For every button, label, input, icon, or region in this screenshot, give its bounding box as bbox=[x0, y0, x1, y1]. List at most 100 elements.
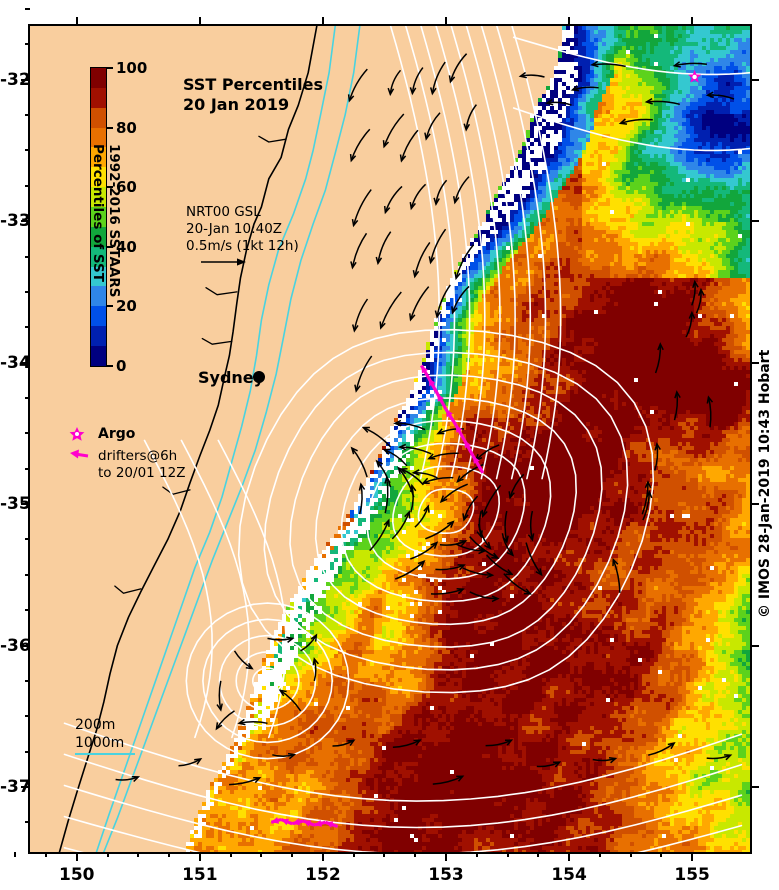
colorbar-tick bbox=[107, 365, 113, 367]
y-axis-tick-right bbox=[750, 220, 759, 223]
x-axis-minor-tick bbox=[506, 852, 509, 857]
x-axis-tick-label: 151 bbox=[182, 865, 218, 885]
y-axis-tick-right bbox=[750, 644, 759, 647]
colorbar-tick bbox=[107, 186, 113, 189]
velocity-key-line3: 0.5m/s (1kt 12h) bbox=[186, 238, 299, 254]
colorbar-segment bbox=[91, 326, 106, 347]
colorbar-tick bbox=[107, 245, 113, 248]
x-axis-minor-tick bbox=[291, 852, 294, 857]
y-axis-minor-tick bbox=[25, 255, 30, 258]
x-axis-minor-tick bbox=[352, 852, 355, 857]
y-axis-tick bbox=[21, 785, 30, 788]
x-axis-tick-label: 154 bbox=[551, 865, 587, 885]
x-axis-tick-top bbox=[691, 17, 694, 26]
y-axis-minor-tick bbox=[25, 538, 30, 541]
y-axis-tick bbox=[21, 220, 30, 223]
y-axis-tick bbox=[21, 361, 30, 364]
x-axis-tick-top bbox=[568, 17, 571, 26]
colorbar-tick-label: 60 bbox=[116, 178, 137, 197]
colorbar-segment bbox=[91, 107, 106, 128]
velocity-key-line2: 20-Jan 10:40Z bbox=[186, 221, 283, 237]
y-axis-minor-tick bbox=[25, 43, 30, 46]
colorbar-tick bbox=[107, 126, 113, 129]
argo-drifter-key: Argo drifters@6h to 20/01 12Z bbox=[68, 426, 185, 482]
y-axis-minor-tick bbox=[25, 573, 30, 576]
colorbar-segment bbox=[91, 226, 106, 247]
y-axis-tick bbox=[21, 644, 30, 647]
colorbar-tick-label: 20 bbox=[116, 297, 137, 316]
x-axis-minor-tick bbox=[383, 852, 386, 857]
colorbar-tick-label: 0 bbox=[116, 357, 127, 375]
y-axis-tick-right bbox=[750, 78, 759, 81]
map-title: SST Percentiles 20 Jan 2019 bbox=[183, 75, 323, 115]
map-plot-area[interactable]: 0 20 40 60 80 100 1992-2016 SSTAARS Percentil… bbox=[28, 24, 752, 854]
x-axis-minor-tick bbox=[475, 852, 478, 857]
x-axis-tick bbox=[568, 852, 571, 861]
y-axis-minor-tick bbox=[25, 396, 30, 399]
y-axis-minor-tick bbox=[25, 8, 30, 11]
y-axis-tick-label: -35 bbox=[0, 494, 31, 515]
y-axis-minor-tick bbox=[25, 326, 30, 329]
x-axis-minor-tick bbox=[45, 852, 47, 857]
map-title-line2: 20 Jan 2019 bbox=[183, 95, 290, 114]
y-axis-tick-label: -37 bbox=[0, 776, 31, 797]
colorbar[interactable] bbox=[90, 67, 107, 367]
colorbar-title-line1: 1992-2016 SSTAARS bbox=[106, 144, 122, 298]
colorbar-segment bbox=[91, 286, 106, 307]
colorbar-segment bbox=[91, 68, 106, 88]
y-axis-tick bbox=[21, 503, 30, 506]
x-axis-tick-label: 155 bbox=[674, 865, 710, 885]
y-axis-tick-label: -32 bbox=[0, 69, 31, 90]
colorbar-segment bbox=[91, 147, 106, 168]
velocity-key-line1: NRT00 GSL bbox=[186, 204, 261, 220]
y-axis-tick-label: -33 bbox=[0, 211, 31, 232]
x-axis-tick-top bbox=[75, 17, 78, 26]
colorbar-tick-label: 40 bbox=[116, 237, 137, 256]
colorbar-tick bbox=[107, 305, 113, 308]
x-axis-tick-label: 153 bbox=[428, 865, 464, 885]
argo-key-label: Argo bbox=[98, 426, 136, 442]
colorbar-tick-label: 100 bbox=[116, 59, 148, 77]
x-axis-minor-tick bbox=[137, 852, 140, 857]
city-marker-sydney bbox=[253, 371, 265, 383]
y-axis-minor-tick bbox=[25, 149, 30, 152]
y-axis-minor-tick bbox=[25, 290, 30, 293]
y-axis-minor-tick bbox=[25, 114, 30, 117]
x-axis-minor-tick bbox=[106, 852, 109, 857]
y-axis-minor-tick bbox=[25, 184, 30, 187]
x-axis-tick-label: 150 bbox=[59, 865, 95, 885]
x-axis-tick-label: 152 bbox=[305, 865, 341, 885]
x-axis-tick-top bbox=[445, 17, 447, 26]
colorbar-segment bbox=[91, 87, 106, 108]
argo-key-line2: to 20/01 12Z bbox=[98, 465, 186, 481]
colorbar-title: 1992-2016 SSTAARS Percentiles of SST bbox=[90, 144, 122, 304]
x-axis-tick bbox=[321, 852, 324, 861]
x-axis-minor-tick bbox=[537, 852, 540, 857]
y-axis-minor-tick bbox=[25, 467, 30, 470]
colorbar-title-line2: Percentiles of SST bbox=[90, 144, 106, 282]
argo-key-line1: drifters@6h bbox=[98, 448, 178, 464]
colorbar-segment bbox=[91, 187, 106, 208]
bathymetry-depth-key: 200m 1000m bbox=[75, 716, 135, 755]
colorbar-segment bbox=[91, 346, 106, 366]
x-axis-minor-tick bbox=[414, 852, 417, 857]
y-axis-minor-tick bbox=[25, 715, 30, 718]
colorbar-segment bbox=[91, 207, 106, 227]
colorbar-tick bbox=[107, 67, 113, 69]
x-axis-minor-tick bbox=[598, 852, 601, 857]
velocity-arrow-icon bbox=[201, 258, 246, 266]
argo-marker-icon bbox=[68, 426, 98, 447]
x-axis-tick bbox=[445, 852, 447, 861]
y-axis-tick-right bbox=[750, 361, 759, 364]
colorbar-segment bbox=[91, 127, 106, 148]
y-axis-minor-tick bbox=[25, 609, 30, 612]
x-axis-minor-tick bbox=[260, 852, 263, 857]
map-title-line1: SST Percentiles bbox=[183, 75, 323, 94]
depth-key-line-swatch bbox=[75, 753, 135, 755]
colorbar-tick-label: 80 bbox=[116, 118, 137, 137]
y-axis-minor-tick bbox=[25, 821, 30, 824]
y-axis-tick-right bbox=[750, 785, 759, 788]
colorbar-segment bbox=[91, 266, 106, 287]
x-axis-tick-top bbox=[198, 17, 201, 26]
